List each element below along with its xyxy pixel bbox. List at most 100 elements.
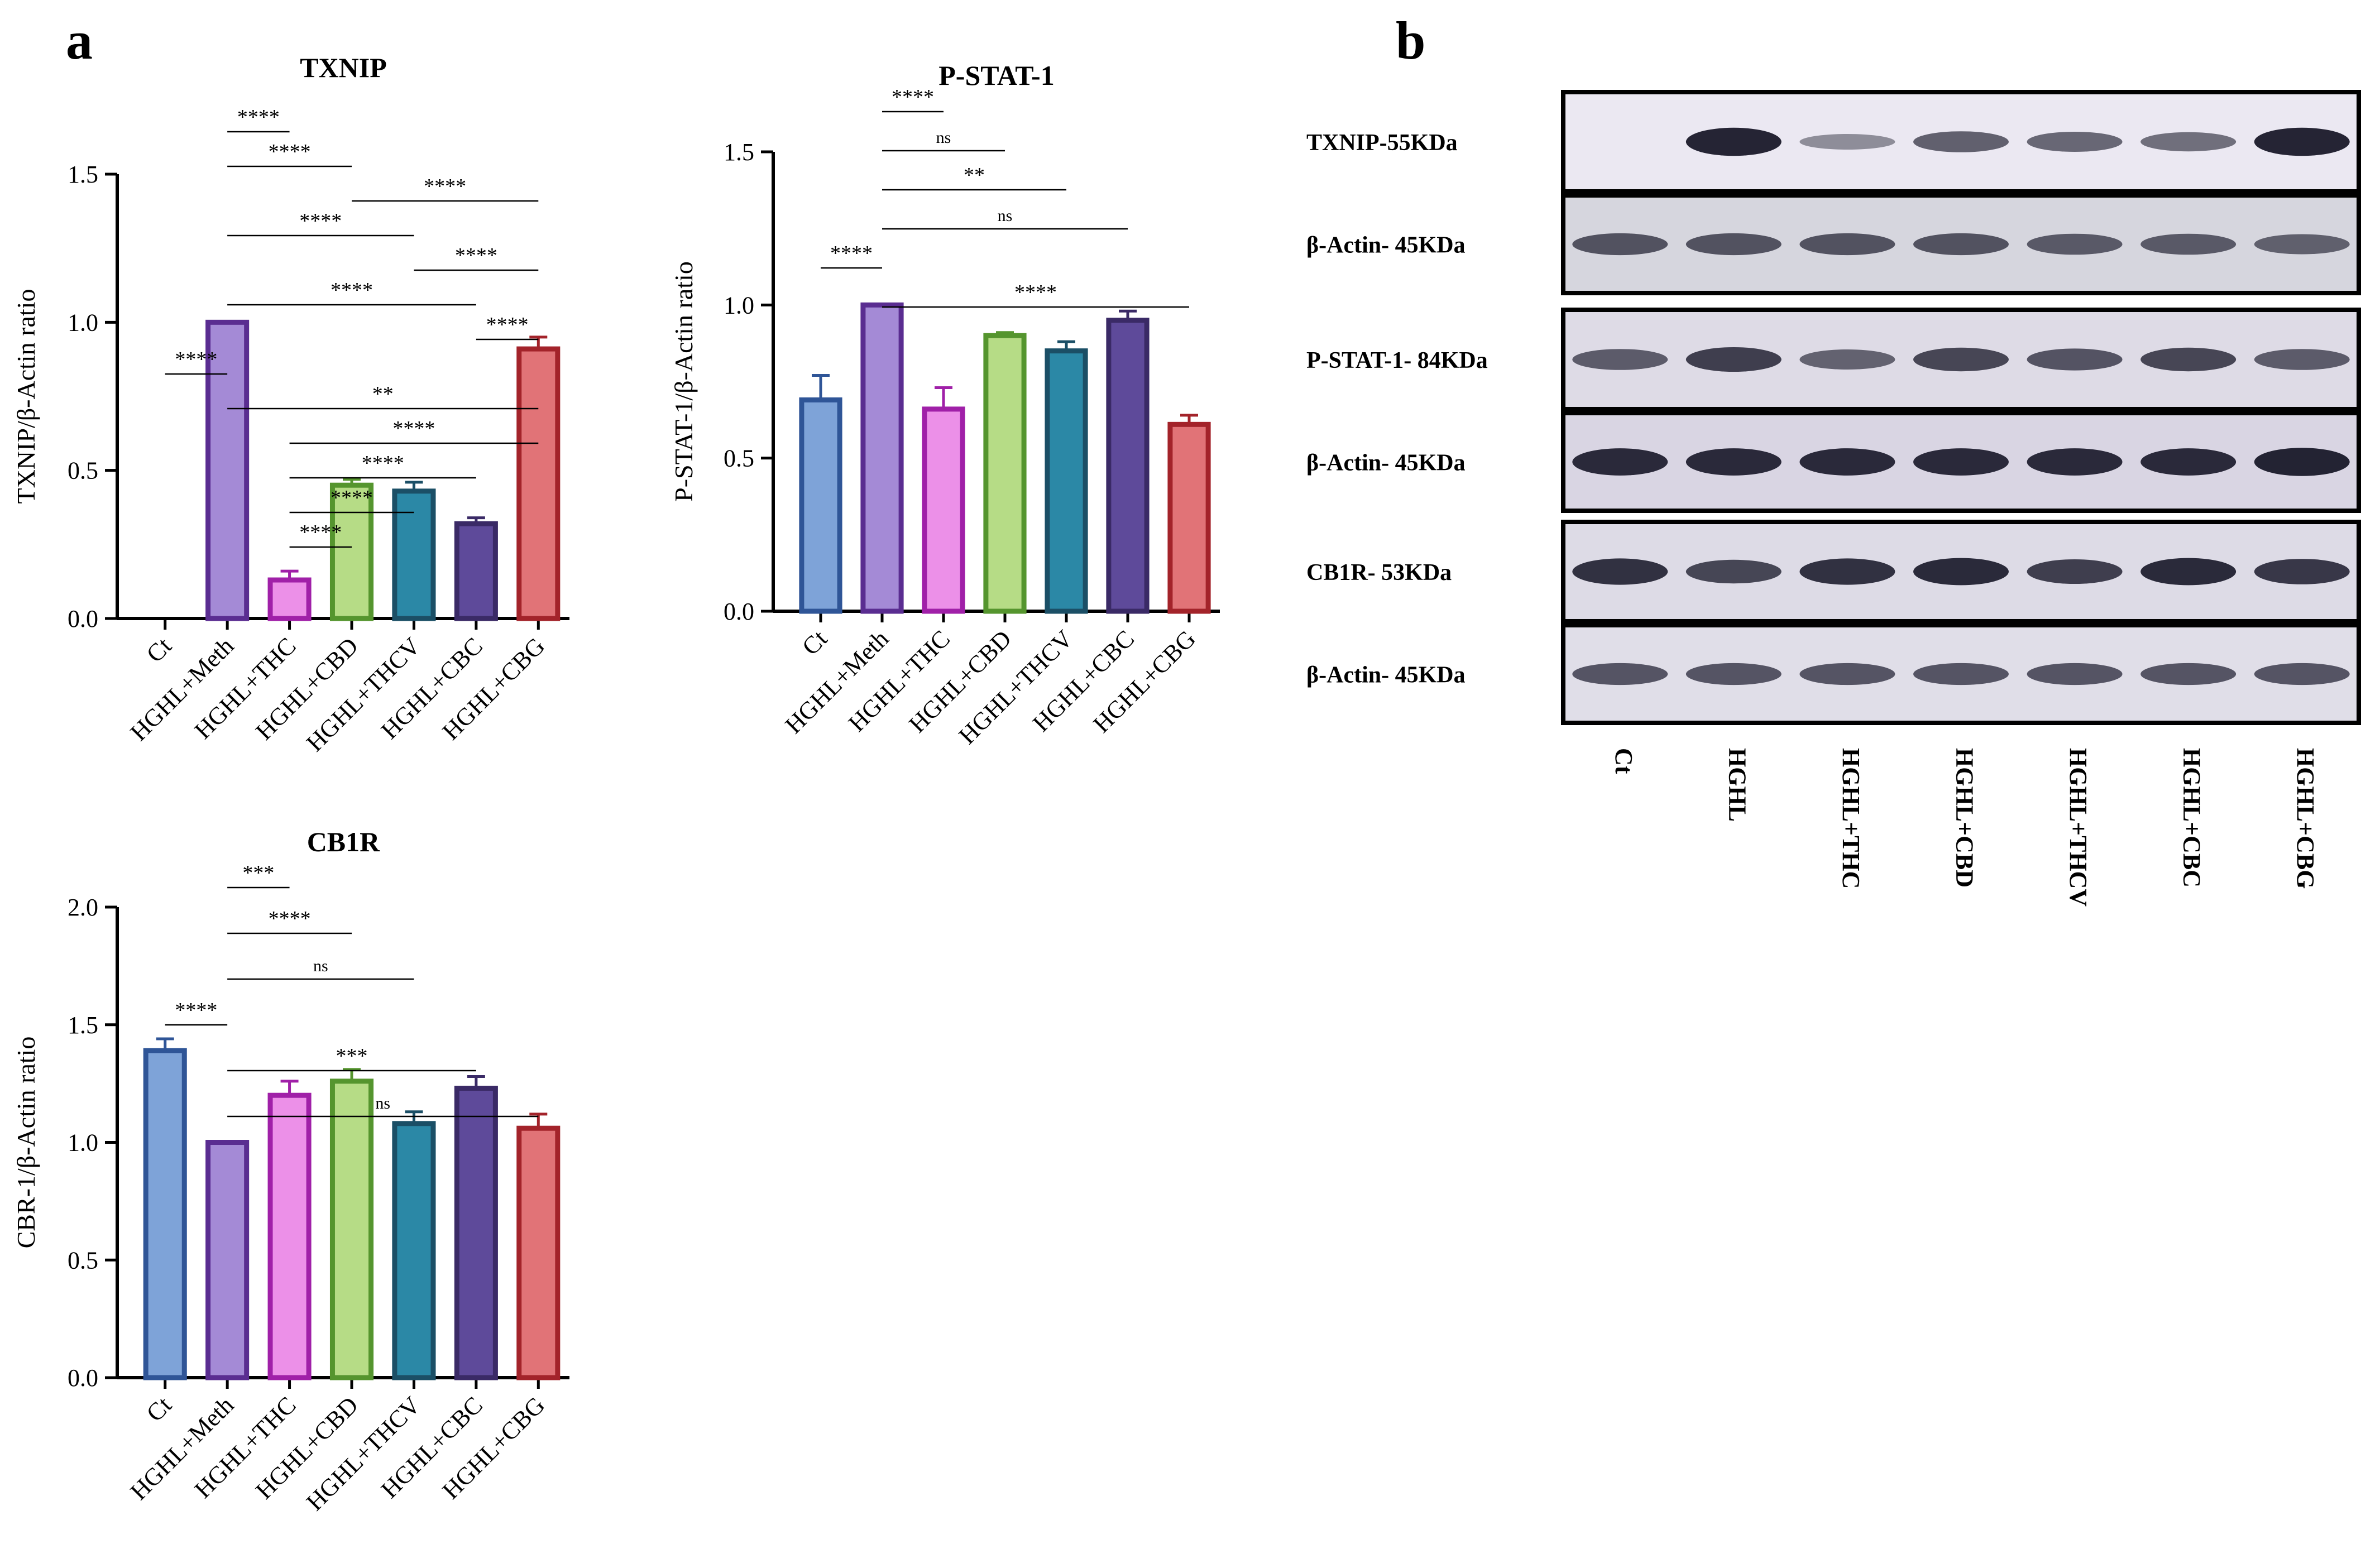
blot-band bbox=[1799, 448, 1895, 476]
bar bbox=[267, 1092, 312, 1380]
bar bbox=[143, 1048, 187, 1380]
y-tick-label: 1.5 bbox=[68, 161, 98, 188]
blot-band bbox=[1799, 558, 1895, 585]
blot-band bbox=[2027, 663, 2123, 685]
blot-band bbox=[1685, 663, 1782, 685]
chart-cb1r: CB1R CBR-1/β-Actin ratio 0.0 0.5 1.0 1.5 2.0 Ct… bbox=[12, 826, 569, 1516]
blot-band bbox=[2254, 663, 2350, 685]
bar bbox=[516, 346, 561, 621]
significance-label: **** bbox=[392, 417, 435, 440]
blot-lane-label: Ct bbox=[1610, 748, 1637, 774]
blot-band bbox=[2140, 663, 2237, 685]
significance-label: **** bbox=[486, 313, 529, 337]
blot-lane-label: HGHL+THC bbox=[1837, 748, 1865, 889]
y-tick-label: 0.0 bbox=[68, 605, 98, 632]
significance-label: *** bbox=[336, 1044, 368, 1068]
blot-band bbox=[1572, 349, 1668, 370]
significance-label: **** bbox=[830, 242, 873, 265]
significance-label: **** bbox=[299, 209, 342, 233]
blot-row-label: β-Actin- 45KDa bbox=[1306, 450, 1466, 476]
blot-band bbox=[2140, 233, 2237, 255]
blot-band bbox=[1913, 663, 2009, 685]
significance-label: **** bbox=[299, 521, 342, 544]
y-tick-label: 0.5 bbox=[68, 1246, 98, 1274]
y-tick-label: 0.0 bbox=[724, 598, 754, 625]
blot-band bbox=[1799, 663, 1895, 685]
blot-row-label: β-Actin- 45KDa bbox=[1306, 663, 1466, 688]
significance-label: **** bbox=[237, 106, 280, 129]
significance-label: **** bbox=[175, 999, 217, 1022]
blot-band bbox=[2254, 349, 2350, 370]
blot-band bbox=[2254, 127, 2350, 156]
significance-label: ns bbox=[998, 207, 1013, 225]
blot-lane-label: HGHL+CBD bbox=[1951, 748, 1979, 888]
bar bbox=[205, 1140, 250, 1380]
y-tick-label: 1.5 bbox=[68, 1011, 98, 1039]
y-tick-label: 0.5 bbox=[68, 457, 98, 485]
bar bbox=[329, 1078, 374, 1380]
significance-label: **** bbox=[331, 279, 373, 302]
y-axis-label: CBR-1/β-Actin ratio bbox=[12, 1037, 40, 1249]
blot-row-label: β-Actin- 45KDa bbox=[1306, 233, 1466, 258]
blot-row-label: CB1R- 53KDa bbox=[1306, 560, 1452, 586]
blot-band bbox=[1685, 233, 1782, 256]
significance-label: **** bbox=[175, 348, 217, 371]
significance-label: **** bbox=[1014, 281, 1057, 304]
blot-band bbox=[1799, 233, 1895, 256]
x-tick-label: Ct bbox=[141, 632, 177, 668]
y-tick-label: 1.0 bbox=[68, 309, 98, 336]
bar bbox=[922, 406, 965, 614]
chart-title: TXNIP bbox=[300, 52, 387, 83]
blot-band bbox=[1913, 233, 2009, 256]
bar bbox=[454, 521, 498, 621]
bar bbox=[983, 333, 1027, 614]
significance-label: **** bbox=[269, 140, 311, 164]
bar bbox=[267, 577, 312, 621]
blot-band bbox=[1685, 347, 1782, 372]
y-tick-label: 1.0 bbox=[68, 1129, 98, 1157]
bar bbox=[1045, 348, 1088, 614]
blot-band bbox=[1913, 448, 2009, 476]
blot-lane-label: HGHL bbox=[1723, 748, 1751, 822]
blot-band bbox=[1799, 134, 1895, 150]
y-tick-label: 1.5 bbox=[724, 138, 754, 166]
blot-band bbox=[2140, 448, 2237, 476]
blot-band bbox=[2140, 347, 2237, 372]
y-tick-label: 0.0 bbox=[68, 1364, 98, 1392]
blot-band bbox=[1913, 131, 2009, 152]
bar bbox=[516, 1125, 561, 1380]
blot-row-label: P-STAT-1- 84KDa bbox=[1306, 348, 1488, 373]
blot-band bbox=[1572, 233, 1668, 256]
significance-label: **** bbox=[892, 85, 934, 109]
significance-label: **** bbox=[269, 907, 311, 931]
blot-band bbox=[1572, 558, 1668, 585]
blot-band bbox=[2254, 448, 2350, 476]
significance-label: ns bbox=[375, 1094, 390, 1113]
y-axis-label: P-STAT-1/β-Actin ratio bbox=[669, 261, 698, 502]
bar bbox=[799, 397, 842, 614]
chart-title: CB1R bbox=[307, 826, 380, 857]
blot-band bbox=[2254, 234, 2350, 255]
significance-label: ** bbox=[372, 382, 394, 406]
blot-lane-label: HGHL+CBG bbox=[2292, 748, 2319, 889]
chart-title: P-STAT-1 bbox=[938, 60, 1054, 91]
bar bbox=[205, 319, 250, 621]
blot-band bbox=[1799, 349, 1895, 370]
significance-label: ns bbox=[313, 957, 328, 975]
blot-band bbox=[2027, 132, 2123, 152]
blot-band bbox=[1685, 559, 1782, 584]
blot-band bbox=[1572, 663, 1668, 685]
significance-label: **** bbox=[331, 486, 373, 510]
panel-label-b: b bbox=[1396, 11, 1425, 70]
bar bbox=[392, 1121, 436, 1380]
blot-band bbox=[2140, 132, 2237, 152]
western-blot: TXNIP-55KDa β-Actin- 45KDa P-STAT-1- 84KDa… bbox=[1306, 90, 2361, 907]
blot-band bbox=[1685, 448, 1782, 476]
significance-label: **** bbox=[362, 452, 404, 475]
blot-lane-label: HGHL+THCV bbox=[2065, 748, 2092, 907]
blot-band bbox=[2254, 559, 2350, 584]
y-tick-label: 0.5 bbox=[724, 445, 754, 472]
blot-band bbox=[1913, 558, 2009, 586]
